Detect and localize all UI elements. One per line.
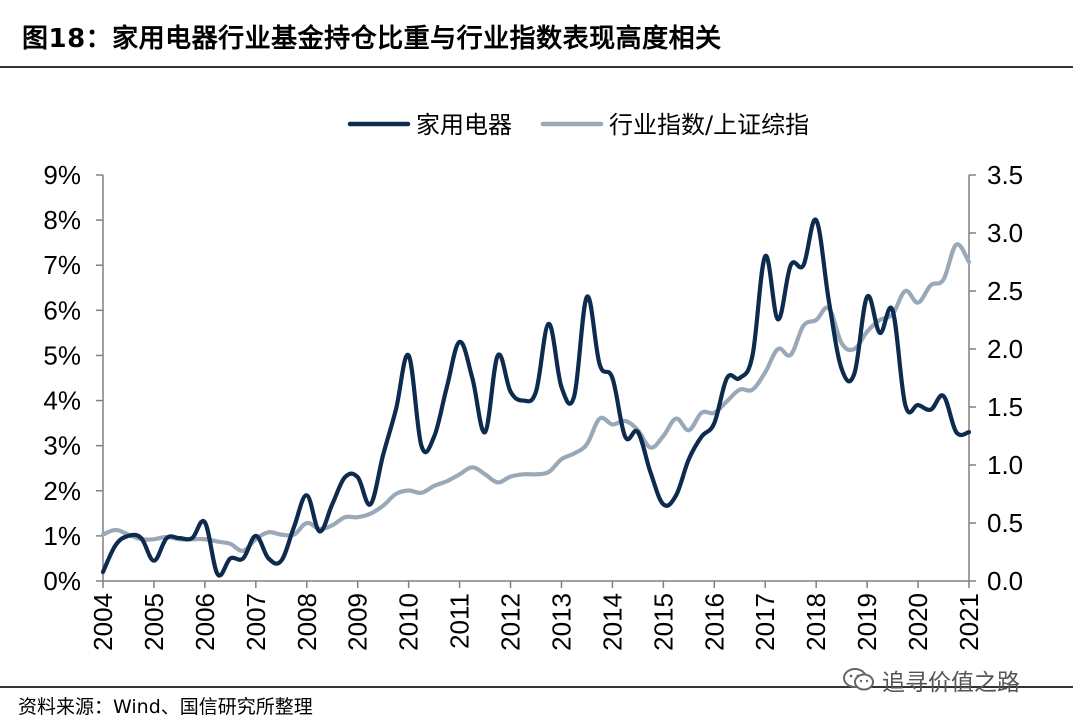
x-tick-label: 2014 (597, 593, 627, 651)
source-note: 资料来源：Wind、国信研究所整理 (18, 696, 313, 718)
x-tick-label: 2005 (139, 593, 169, 651)
watermark-text: 追寻价值之路 (882, 670, 1020, 696)
x-tick-label: 2021 (954, 593, 984, 651)
series-line-home-appliance (100, 217, 972, 578)
x-tick-label: 2020 (903, 593, 933, 651)
right-tick-label: 0.5 (987, 508, 1023, 538)
series-line-index-ratio (100, 242, 972, 553)
left-tick-label: 6% (43, 295, 81, 325)
x-tick-label: 2011 (445, 593, 475, 649)
left-tick-label: 1% (43, 521, 81, 551)
figure-title: 图18：家用电器行业基金持仓比重与行业指数表现高度相关 (22, 24, 722, 54)
x-tick-label: 2009 (343, 593, 373, 651)
right-tick-label: 0.0 (987, 566, 1023, 596)
right-tick-label: 3.5 (987, 160, 1023, 190)
x-tick-label: 2019 (852, 593, 882, 651)
right-tick-label: 2.0 (987, 334, 1023, 364)
wechat-icon (842, 667, 876, 693)
left-tick-label: 0% (43, 566, 81, 596)
x-tick-label: 2008 (292, 593, 322, 651)
left-tick-label: 2% (43, 476, 81, 506)
x-tick-label: 2013 (546, 593, 576, 651)
right-tick-label: 1.5 (987, 392, 1023, 422)
x-tick-label: 2010 (394, 593, 424, 651)
legend: 家用电器 行业指数/上证综指 (347, 111, 809, 139)
x-tick-label: 2018 (801, 593, 831, 651)
footer-divider (0, 686, 1073, 688)
x-tick-label: 2012 (496, 593, 526, 651)
x-tick-label: 2017 (750, 593, 780, 651)
right-tick-label: 1.0 (987, 450, 1023, 480)
x-tick-label: 2007 (241, 593, 271, 651)
title-divider (0, 66, 1073, 68)
left-tick-label: 8% (43, 205, 81, 235)
right-tick-label: 2.5 (987, 276, 1023, 306)
left-tick-label: 7% (43, 250, 81, 280)
left-tick-label: 5% (43, 340, 81, 370)
series-lines (100, 217, 972, 578)
right-tick-label: 3.0 (987, 218, 1023, 248)
axes: 0% 1% 2% 3% 4% 5% 6% 7% 8% 9% 0.0 0.5 1.0 1.5 2.0 2.5 3.… (43, 160, 1023, 651)
x-tick-label: 2004 (88, 593, 118, 651)
left-tick-label: 9% (43, 160, 81, 190)
x-tick-label: 2015 (648, 593, 678, 651)
left-tick-label: 4% (43, 386, 81, 416)
x-tick-label: 2016 (699, 593, 729, 651)
legend-label: 行业指数/上证综指 (609, 111, 809, 139)
legend-label: 家用电器 (416, 111, 512, 139)
left-tick-label: 3% (43, 431, 81, 461)
watermark: 追寻价值之路 (842, 664, 1020, 696)
x-tick-label: 2006 (190, 593, 220, 651)
